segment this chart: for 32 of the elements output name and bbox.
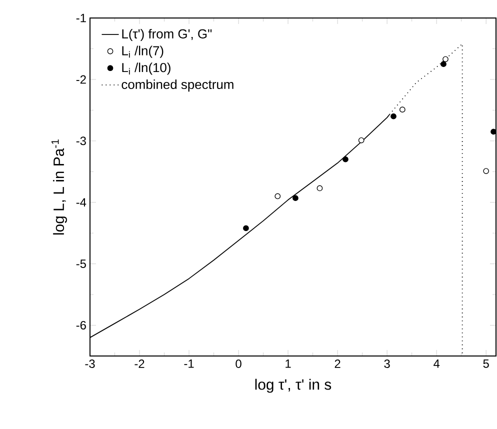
x-tick-label: -1 bbox=[184, 360, 194, 368]
x-tick-label: 3 bbox=[384, 360, 390, 368]
point bbox=[399, 106, 406, 113]
legend-label: L(τ') from G', G" bbox=[122, 28, 212, 42]
x-tick-label: 5 bbox=[483, 360, 489, 368]
legend-label: L$_{i}$ /ln(10) bbox=[122, 62, 170, 75]
point bbox=[358, 137, 364, 144]
y-tick-label: -2 bbox=[76, 75, 86, 84]
point bbox=[243, 225, 249, 232]
y-tick-label: -5 bbox=[76, 260, 86, 268]
x-tick-label: 4 bbox=[434, 360, 440, 368]
point bbox=[440, 61, 446, 68]
y-tick-label: -3 bbox=[76, 136, 86, 146]
y-tick-label: -6 bbox=[76, 321, 86, 330]
y-tick-label: -1 bbox=[76, 14, 86, 22]
x-tick-label: 2 bbox=[334, 360, 340, 368]
point bbox=[442, 56, 448, 62]
point bbox=[274, 193, 281, 200]
y-axis-title: log L, L in Pa$^{-1}$ bbox=[52, 140, 68, 235]
point bbox=[316, 185, 323, 192]
x-tick-label: -2 bbox=[134, 360, 144, 368]
point bbox=[483, 168, 490, 174]
point bbox=[342, 156, 348, 162]
x-tick-label: 1 bbox=[286, 360, 291, 368]
x-tick-label: 0 bbox=[236, 360, 242, 368]
legend-label: combined spectrum bbox=[122, 80, 234, 92]
y-tick-label: -4 bbox=[76, 198, 86, 206]
legend-label: L$_{i}$ /ln(7) bbox=[122, 46, 164, 58]
x-axis-title: log τ', τ' in s bbox=[255, 378, 332, 393]
x-tick-label: -3 bbox=[85, 360, 95, 368]
point bbox=[292, 195, 298, 201]
point bbox=[390, 113, 396, 120]
